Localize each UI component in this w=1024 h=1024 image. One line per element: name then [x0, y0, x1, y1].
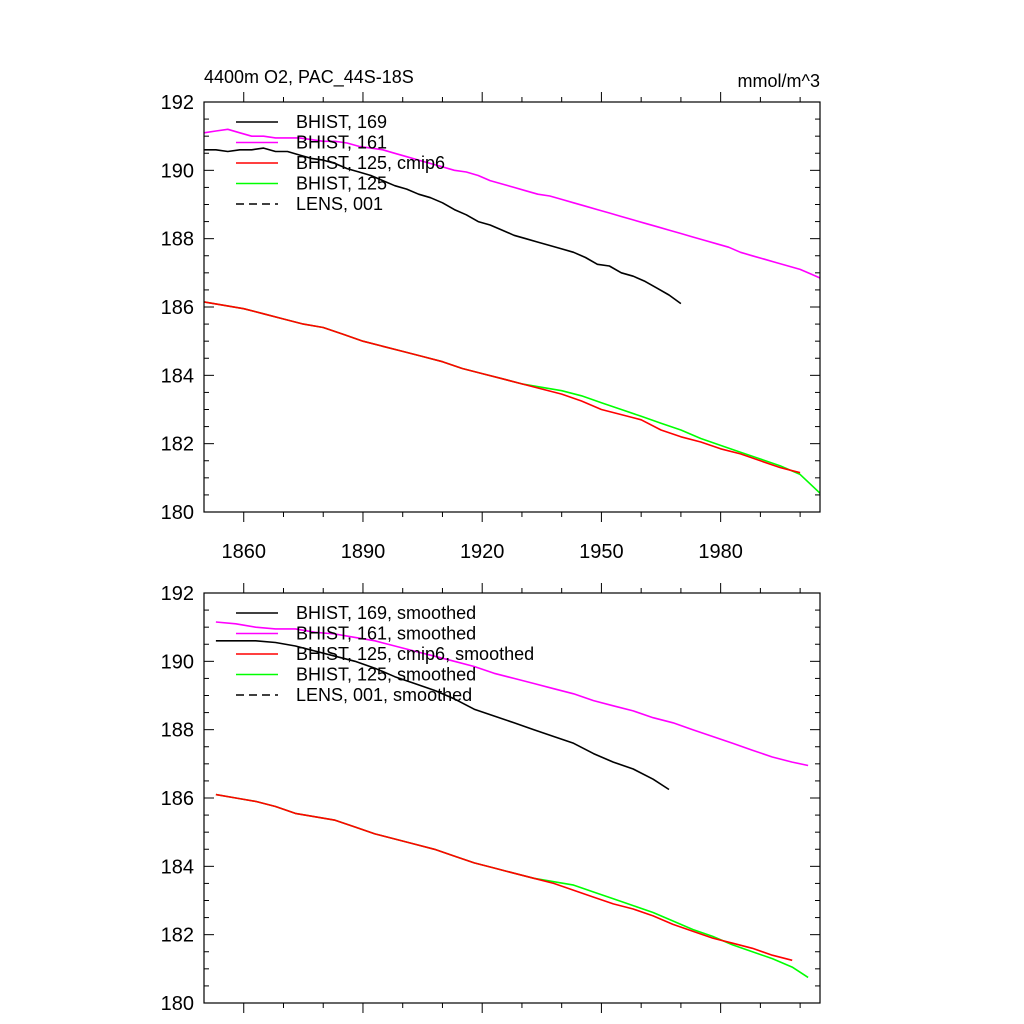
- series-line: [204, 147, 682, 305]
- series-line: [203, 301, 801, 474]
- x-tick-label: 1920: [460, 541, 505, 563]
- legend-label: LENS, 001: [296, 194, 383, 214]
- series-line: [215, 621, 809, 767]
- series-line: [215, 640, 670, 791]
- top-panel: 4400m O2, PAC_44S-18S mmol/m^3 180 182 184…: [161, 67, 821, 563]
- y-tick-label: 186: [161, 788, 194, 810]
- legend-label: BHIST, 125, cmip6: [296, 153, 445, 173]
- series-group: [203, 128, 821, 494]
- series-line: [203, 301, 821, 494]
- y-tick-label: 188: [161, 720, 194, 742]
- y-tick-label: 184: [161, 856, 194, 878]
- y-tick-label: 180: [161, 993, 194, 1015]
- plot-frame: [203, 101, 821, 513]
- y-tick-label: 182: [161, 434, 194, 456]
- chart-title: 4400m O2, PAC_44S-18S: [204, 67, 414, 88]
- x-tick-label: 1890: [341, 541, 386, 563]
- series-group: [215, 621, 809, 979]
- y-tick-label: 182: [161, 925, 194, 947]
- legend-label: BHIST, 125, smoothed: [296, 665, 476, 685]
- legend-label: BHIST, 169, smoothed: [296, 603, 476, 623]
- axis-ticks: 180 182 184 186 188 190 192: [161, 583, 820, 1015]
- legend-label: BHIST, 125, cmip6, smoothed: [296, 644, 534, 664]
- axis-ticks: 180 182 184 186 188 190 192 1860 1890 1920 1950 198…: [161, 92, 820, 563]
- legend-label: LENS, 001, smoothed: [296, 685, 472, 705]
- series-line: [203, 128, 821, 279]
- y-tick-label: 180: [161, 502, 194, 524]
- y-tick-label: 190: [161, 651, 194, 673]
- y-tick-label: 188: [161, 229, 194, 251]
- y-tick-label: 186: [161, 297, 194, 319]
- y-tick-label: 184: [161, 365, 194, 387]
- series-line: [215, 793, 793, 962]
- legend-label: BHIST, 169: [296, 112, 387, 132]
- plot-frame: [203, 592, 821, 1004]
- series-line: [215, 793, 809, 979]
- legend-label: BHIST, 161: [296, 133, 387, 153]
- y-tick-label: 192: [161, 583, 194, 605]
- x-tick-label: 1950: [579, 541, 624, 563]
- y-tick-label: 190: [161, 160, 194, 182]
- y-tick-label: 192: [161, 92, 194, 114]
- units-label: mmol/m^3: [738, 71, 820, 91]
- x-tick-label: 1860: [221, 541, 266, 563]
- x-tick-label: 1980: [698, 541, 743, 563]
- legend-label: BHIST, 125: [296, 174, 387, 194]
- bottom-panel: 180 182 184 186 188 190 192 BHIST, 169, smooth…: [161, 583, 821, 1015]
- legend-label: BHIST, 161, smoothed: [296, 624, 476, 644]
